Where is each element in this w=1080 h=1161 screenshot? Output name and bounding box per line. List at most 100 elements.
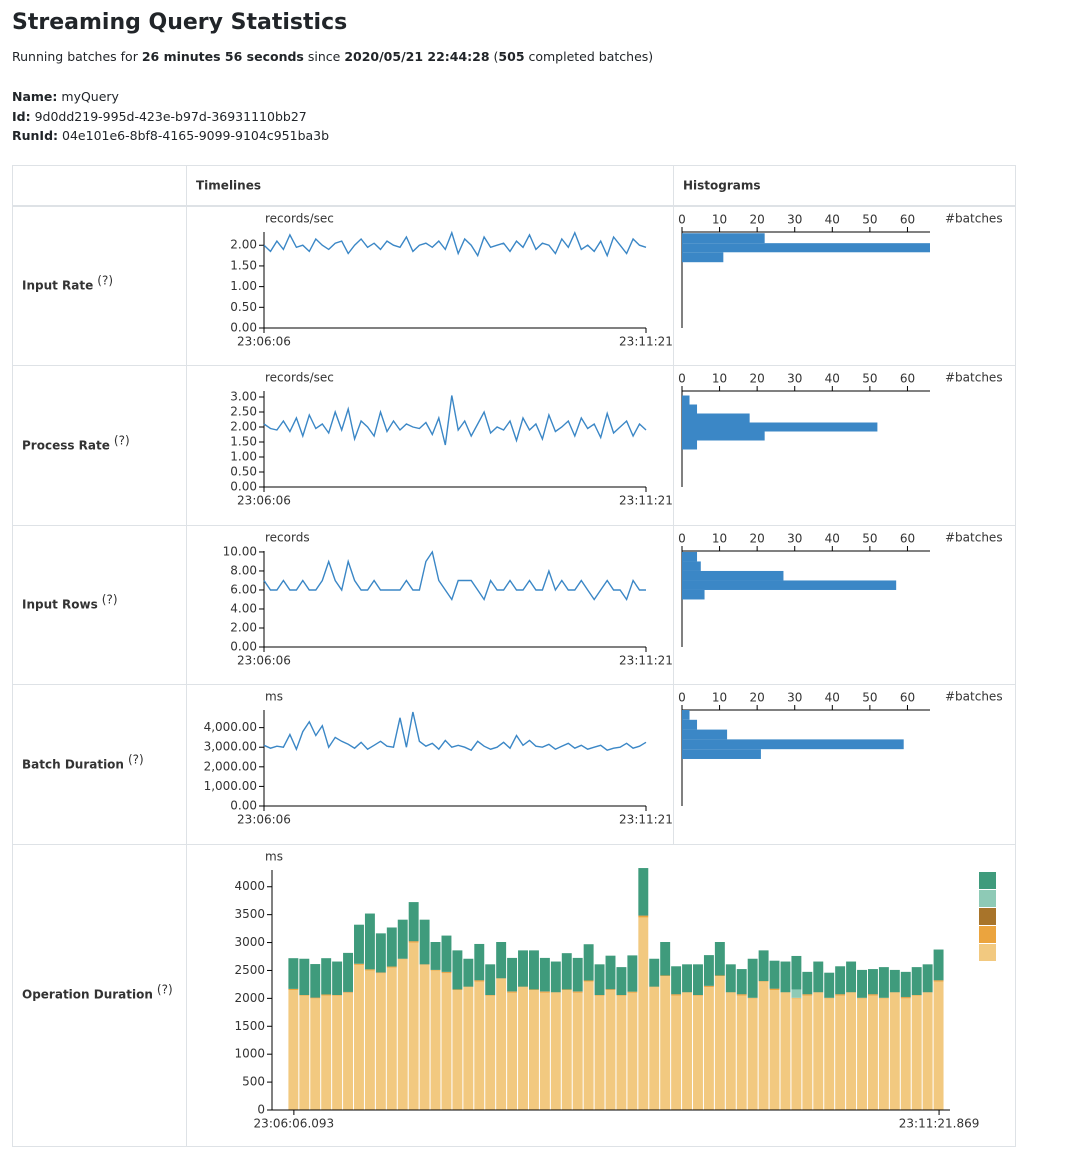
legend-swatch — [979, 944, 996, 961]
bar-segment — [682, 992, 693, 993]
help-icon: (?) — [128, 753, 144, 767]
bar-segment — [528, 950, 539, 990]
bar-segment — [485, 995, 496, 996]
column-header: Timelines — [196, 179, 261, 193]
row-label: Operation Duration — [22, 988, 153, 1002]
page-title: Streaming Query Statistics — [12, 10, 348, 35]
bar-segment — [375, 933, 386, 973]
bar-segment — [419, 964, 430, 1110]
bar-segment — [299, 958, 310, 996]
bar-segment — [867, 969, 878, 995]
bar-segment — [561, 953, 572, 990]
bar-segment — [605, 990, 616, 1110]
y-tick-label: 3,000.00 — [204, 740, 257, 754]
row-label: Batch Duration — [22, 758, 124, 772]
x-tick-label: 10 — [712, 213, 727, 227]
bar-segment — [386, 927, 397, 967]
bar-segment — [616, 967, 627, 996]
bar-segment — [354, 963, 364, 965]
bar-segment — [572, 992, 583, 1110]
header: Streaming Query Statistics Running batch… — [12, 6, 1052, 146]
bar-segment — [605, 989, 616, 990]
y-tick-label: 10.00 — [223, 544, 257, 558]
x-tick-label: 20 — [750, 213, 765, 227]
bar-segment — [703, 955, 714, 986]
bar-segment — [550, 992, 561, 1110]
bar-segment — [638, 917, 649, 1110]
bar-segment — [911, 995, 922, 996]
x-tick-label: 60 — [900, 213, 915, 227]
summary-text: since — [303, 49, 345, 64]
bar-segment — [900, 997, 911, 999]
x-axis-label: #batches — [945, 690, 1003, 704]
histogram-bar — [682, 243, 930, 253]
row-label: Process Rate — [22, 439, 110, 453]
row-label: Input Rate — [22, 279, 93, 293]
x-tick-label: 50 — [862, 532, 877, 546]
bar-segment — [496, 942, 507, 979]
row-label: Input Rows — [22, 598, 98, 612]
bar-segment — [703, 987, 714, 1110]
bar-segment — [518, 986, 528, 988]
histogram-bar — [682, 233, 765, 244]
bar-segment — [539, 991, 550, 993]
legend-swatch — [979, 926, 996, 943]
x-tick-label: 23:06:06 — [237, 813, 291, 827]
summary-count: 505 — [498, 49, 525, 64]
histogram-bar — [682, 739, 904, 750]
x-tick-label: 0 — [678, 372, 686, 386]
bar-segment — [857, 997, 867, 999]
bar-segment — [430, 970, 441, 1110]
x-tick-label: 23:11:21.869 — [899, 1117, 980, 1131]
bar-segment — [878, 967, 889, 998]
bar-segment — [616, 995, 627, 996]
bar-segment — [813, 992, 824, 993]
bar-segment — [572, 991, 583, 993]
y-tick-label: 3.00 — [230, 390, 257, 404]
summary-duration: 26 minutes 56 seconds — [141, 49, 304, 64]
bar-segment — [386, 967, 397, 1110]
bar-segment — [397, 958, 408, 960]
bar-segment — [594, 964, 605, 996]
bar-segment — [758, 950, 769, 982]
x-tick-label: 23:06:06 — [237, 494, 291, 508]
info-label: Name: — [12, 89, 58, 104]
x-axis-label: #batches — [945, 371, 1003, 385]
bar-segment — [507, 991, 518, 993]
histogram-bar — [682, 252, 724, 263]
bar-segment — [889, 992, 900, 993]
bar-segment — [321, 958, 332, 995]
y-tick-label: 2500 — [234, 963, 265, 977]
y-tick-label: 0.00 — [230, 640, 257, 654]
bar-segment — [288, 958, 299, 989]
bar-segment — [638, 915, 649, 918]
help-icon: (?) — [97, 274, 113, 288]
bar-segment — [649, 958, 660, 987]
bar-segment — [671, 966, 682, 995]
info-line: Name: myQuery — [12, 87, 1052, 107]
y-tick-label: 6.00 — [230, 582, 257, 596]
bar-segment — [375, 973, 386, 1110]
bar-segment — [791, 998, 802, 1110]
bar-segment — [725, 964, 736, 993]
bar-segment — [878, 997, 889, 999]
y-tick-label: 1.50 — [230, 435, 257, 449]
y-tick-label: 2.00 — [230, 420, 257, 434]
bar-segment — [321, 994, 332, 996]
line — [263, 711, 647, 752]
x-tick-label: 60 — [900, 532, 915, 546]
x-tick-label: 23:06:06.093 — [254, 1117, 335, 1131]
bar-segment — [802, 995, 813, 1110]
x-tick-label: 23:11:21 — [619, 494, 673, 508]
y-axis-label: ms — [265, 690, 283, 704]
bar-segment — [671, 995, 682, 1110]
y-tick-label: 2.50 — [230, 405, 257, 419]
line — [263, 395, 647, 446]
x-tick-label: 50 — [862, 372, 877, 386]
histogram-bar — [682, 710, 690, 720]
bar-segment — [583, 944, 594, 981]
bar-segment — [539, 957, 550, 992]
bar-segment — [649, 987, 660, 1110]
x-tick-label: 10 — [712, 372, 727, 386]
